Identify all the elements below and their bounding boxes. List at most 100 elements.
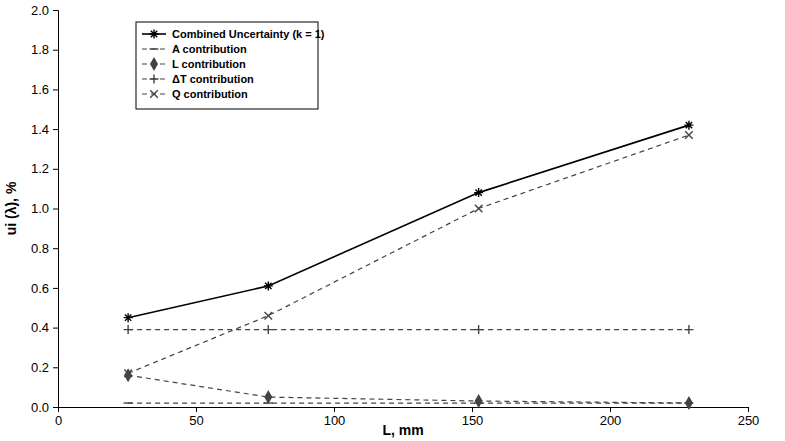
series-marker bbox=[125, 370, 131, 381]
y-tick-mark bbox=[53, 89, 58, 90]
series-marker bbox=[124, 313, 133, 322]
x-tick: 50 bbox=[189, 407, 203, 428]
y-tick-mark bbox=[53, 288, 58, 289]
series-marker bbox=[264, 281, 273, 290]
series-marker bbox=[474, 402, 483, 403]
y-tick-label: 2.0 bbox=[31, 3, 49, 18]
y-tick-mark bbox=[53, 10, 58, 11]
x-axis-line bbox=[59, 408, 749, 413]
y-tick-label: 1.8 bbox=[31, 42, 49, 57]
x-tick: 100 bbox=[324, 407, 346, 428]
y-tick: 1.8 bbox=[31, 42, 58, 57]
y-tick-mark bbox=[53, 129, 58, 130]
y-tick: 0.0 bbox=[31, 400, 58, 415]
series-marker bbox=[475, 205, 483, 213]
y-tick: 1.0 bbox=[31, 201, 58, 216]
y-tick: 0.8 bbox=[31, 241, 58, 256]
series-marker bbox=[124, 402, 133, 403]
y-tick-mark bbox=[53, 328, 58, 329]
series-line bbox=[128, 125, 689, 318]
legend: Combined Uncertainty (k = 1) A contributi… bbox=[136, 22, 325, 109]
x-tick-label: 0 bbox=[55, 413, 62, 428]
series bbox=[125, 370, 692, 409]
legend-label: Q contribution bbox=[172, 88, 248, 100]
series bbox=[124, 131, 692, 377]
y-axis-line bbox=[53, 11, 59, 408]
y-tick-label: 1.2 bbox=[31, 161, 49, 176]
y-tick: 2.0 bbox=[31, 3, 58, 18]
series-line bbox=[128, 135, 689, 373]
series-marker bbox=[264, 325, 273, 334]
y-tick: 0.4 bbox=[31, 320, 58, 335]
y-axis-title: ui (λ), % bbox=[3, 181, 19, 235]
series-line bbox=[128, 402, 689, 403]
series-marker bbox=[124, 325, 133, 334]
x-tick-mark bbox=[472, 407, 473, 412]
legend-label: A contribution bbox=[172, 43, 247, 55]
series bbox=[124, 121, 694, 323]
legend-entry: A contribution bbox=[142, 43, 247, 55]
series-marker bbox=[684, 121, 693, 130]
data bbox=[124, 121, 694, 409]
legend-entry: L contribution bbox=[142, 58, 246, 70]
y-tick: 1.2 bbox=[31, 161, 58, 176]
y-tick-mark bbox=[53, 367, 58, 368]
y-tick-label: 1.4 bbox=[31, 122, 49, 137]
series-line bbox=[128, 375, 689, 403]
y-tick-label: 1.0 bbox=[31, 201, 49, 216]
series-marker bbox=[474, 188, 483, 197]
x-tick-label: 200 bbox=[600, 413, 622, 428]
x-tick-label: 50 bbox=[189, 413, 203, 428]
y-tick-label: 0.6 bbox=[31, 281, 49, 296]
series bbox=[124, 403, 694, 404]
series-line bbox=[128, 329, 689, 330]
chart: 0 50 100 150 200 250 0.0 0.2 0.4 0.6 0.8 1.0 1.2 1.4 1… bbox=[0, 0, 785, 441]
series-marker bbox=[475, 395, 481, 406]
series-marker bbox=[264, 402, 273, 403]
series-marker bbox=[685, 131, 693, 139]
legend-entry: Q contribution bbox=[142, 88, 248, 100]
y-tick-mark bbox=[53, 407, 58, 408]
legend-label: Combined Uncertainty (k = 1) bbox=[172, 28, 325, 40]
legend-entry: Combined Uncertainty (k = 1) bbox=[142, 28, 325, 40]
x-tick-mark bbox=[334, 407, 335, 412]
x-tick: 0 bbox=[55, 407, 62, 428]
y-tick: 1.4 bbox=[31, 122, 58, 137]
legend-label: L contribution bbox=[172, 58, 246, 70]
legend-marker bbox=[151, 58, 157, 69]
series-marker bbox=[265, 312, 273, 320]
y-tick-mark bbox=[53, 169, 58, 170]
x-tick-label: 100 bbox=[324, 413, 346, 428]
series-marker bbox=[684, 325, 693, 334]
series bbox=[124, 325, 694, 334]
legend-line bbox=[142, 48, 166, 49]
y-tick: 0.6 bbox=[31, 281, 58, 296]
x-tick: 200 bbox=[600, 407, 622, 428]
y-tick-mark bbox=[53, 248, 58, 249]
x-tick-label: 250 bbox=[738, 413, 760, 428]
y-axis: 0.0 0.2 0.4 0.6 0.8 1.0 1.2 1.4 1.6 1.8 2.0 bbox=[31, 3, 59, 415]
plot: 0 50 100 150 200 250 0.0 0.2 0.4 0.6 0.8 1.0 1.2 1.4 1… bbox=[31, 3, 759, 429]
legend-marker bbox=[150, 30, 159, 39]
x-tick: 250 bbox=[738, 407, 760, 428]
y-tick: 1.6 bbox=[31, 82, 58, 97]
y-tick-mark bbox=[53, 50, 58, 51]
legend-marker bbox=[150, 75, 159, 84]
x-tick-mark bbox=[610, 407, 611, 412]
y-tick-label: 0.8 bbox=[31, 241, 49, 256]
series-marker bbox=[265, 391, 271, 402]
x-tick: 150 bbox=[462, 407, 484, 428]
x-tick-label: 150 bbox=[462, 413, 484, 428]
legend-entry: ΔT contribution bbox=[142, 73, 254, 85]
legend-marker bbox=[150, 48, 159, 49]
y-tick-label: 1.6 bbox=[31, 82, 49, 97]
y-tick-label: 0.4 bbox=[31, 320, 49, 335]
series-marker bbox=[684, 402, 693, 403]
x-axis-title: L, mm bbox=[382, 422, 423, 438]
y-tick: 0.2 bbox=[31, 360, 58, 375]
x-tick-mark bbox=[748, 407, 749, 412]
legend-marker bbox=[150, 90, 158, 98]
legend-label: ΔT contribution bbox=[172, 73, 254, 85]
y-tick-mark bbox=[53, 209, 58, 210]
y-tick-label: 0.2 bbox=[31, 360, 49, 375]
